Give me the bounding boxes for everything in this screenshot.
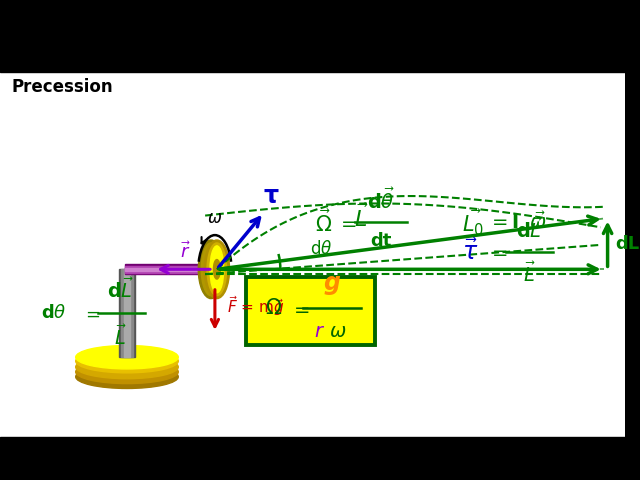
- Text: $\vec{L_0}$: $\vec{L_0}$: [461, 207, 484, 238]
- Ellipse shape: [76, 355, 179, 379]
- Text: $\vec{\omega}$: $\vec{\omega}$: [529, 212, 547, 233]
- Bar: [125, 264, 211, 274]
- Text: $\vec{\tau}$: $\vec{\tau}$: [462, 239, 479, 264]
- Bar: [0, 6, 625, 72]
- Bar: [125, 268, 211, 271]
- Ellipse shape: [198, 240, 224, 299]
- Text: $\vec{\Omega}$: $\vec{\Omega}$: [315, 209, 332, 236]
- Text: dL: dL: [616, 235, 639, 253]
- Ellipse shape: [201, 243, 221, 296]
- Text: $\Omega$: $\Omega$: [265, 299, 282, 318]
- Text: $\bf\tau$: $\bf\tau$: [263, 184, 280, 208]
- Bar: [0, 437, 625, 474]
- Text: $=$: $=$: [82, 304, 100, 322]
- Text: $=$: $=$: [337, 213, 357, 232]
- Ellipse shape: [213, 260, 220, 279]
- Text: $\vec{L}$: $\vec{L}$: [115, 325, 128, 349]
- Text: r: r: [314, 322, 323, 341]
- Bar: [246, 277, 375, 346]
- Bar: [0, 72, 625, 437]
- Bar: [119, 269, 135, 357]
- Text: d$\vec{L}$: d$\vec{L}$: [516, 218, 543, 242]
- Text: d$\vec{\theta}$: d$\vec{\theta}$: [367, 187, 395, 213]
- Ellipse shape: [76, 360, 179, 384]
- Text: $\vec{F}$ = m$\vec{g}$: $\vec{F}$ = m$\vec{g}$: [227, 294, 284, 318]
- Text: dt: dt: [371, 232, 392, 250]
- Bar: [121, 269, 133, 357]
- Text: The Torque on a Spinning Gyroscope: The Torque on a Spinning Gyroscope: [92, 33, 534, 52]
- Text: $\omega$: $\omega$: [207, 209, 223, 228]
- Bar: [124, 269, 130, 357]
- Ellipse shape: [204, 240, 230, 299]
- Text: d$\theta$: d$\theta$: [310, 240, 332, 258]
- Text: Precession: Precession: [12, 78, 113, 96]
- Text: $= \mathbf{I}$: $= \mathbf{I}$: [488, 213, 520, 232]
- Text: $=$: $=$: [290, 299, 310, 318]
- Text: d$\vec{L}$: d$\vec{L}$: [108, 277, 135, 301]
- Bar: [125, 266, 211, 273]
- Text: g: g: [324, 271, 340, 295]
- Text: $\vec{r}$: $\vec{r}$: [180, 241, 191, 262]
- Ellipse shape: [210, 246, 224, 293]
- Ellipse shape: [76, 365, 179, 388]
- Ellipse shape: [207, 243, 227, 296]
- Ellipse shape: [76, 349, 179, 373]
- Text: $\vec{L}$: $\vec{L}$: [355, 204, 369, 231]
- Text: d$\theta$: d$\theta$: [41, 304, 67, 322]
- Text: $\omega$: $\omega$: [329, 322, 347, 341]
- Ellipse shape: [76, 346, 179, 369]
- Text: $=$: $=$: [488, 242, 509, 261]
- Text: $\vec{L}$: $\vec{L}$: [523, 262, 536, 286]
